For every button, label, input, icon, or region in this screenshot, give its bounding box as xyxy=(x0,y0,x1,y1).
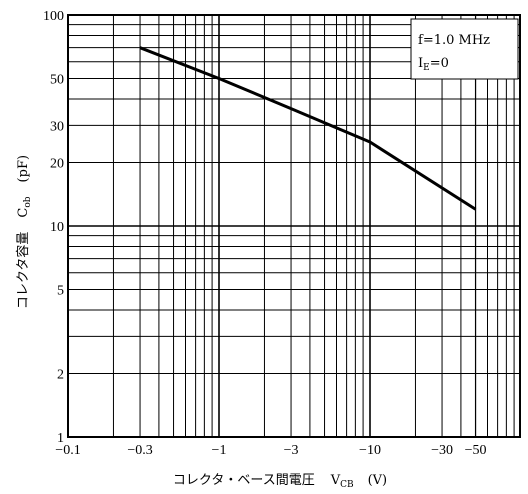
x-axis-subscript: CB xyxy=(340,480,354,490)
condition-frequency-symbol: f xyxy=(418,33,424,48)
x-tick-labels: −0.1 −0.3 −1 −3 −10 −30 −50 xyxy=(55,443,486,458)
series-line xyxy=(139,46,477,211)
y-axis-unit: (pF) xyxy=(16,155,31,183)
y-tick-label: 1 xyxy=(57,431,64,446)
x-tick-label: −30 xyxy=(431,443,453,458)
conditions-box xyxy=(410,18,519,80)
condition-frequency-value: =1.0 MHz xyxy=(423,33,490,48)
x-tick-label: −50 xyxy=(465,443,487,458)
x-tick-label: −0.1 xyxy=(55,443,80,458)
y-tick-label: 100 xyxy=(43,9,64,24)
y-tick-label: 10 xyxy=(50,220,64,235)
y-tick-label: 2 xyxy=(57,367,64,382)
condition-ie-value: =0 xyxy=(430,56,449,71)
y-axis-symbol: C xyxy=(16,208,31,218)
condition-ie-symbol: I xyxy=(418,56,423,71)
x-tick-label: −0.3 xyxy=(127,443,152,458)
condition-frequency: f=1.0 MHz xyxy=(418,33,490,48)
y-tick-label: 30 xyxy=(50,119,64,134)
x-tick-label: −3 xyxy=(284,443,299,458)
x-axis-symbol: V xyxy=(330,473,341,488)
x-tick-label: −1 xyxy=(212,443,227,458)
y-axis-label-text: コレクタ容量 xyxy=(15,232,31,309)
condition-emitter-current: IE=0 xyxy=(418,56,449,73)
x-tick-label: −10 xyxy=(359,443,381,458)
y-axis-subscript: ob xyxy=(23,196,33,207)
x-axis-label: コレクタ・ベース間電圧 VCB (V) xyxy=(173,473,387,490)
series-group xyxy=(139,46,477,211)
y-tick-labels: 1 2 5 10 20 30 50 100 xyxy=(43,9,64,446)
x-axis-label-text: コレクタ・ベース間電圧 xyxy=(173,473,315,488)
y-tick-label: 50 xyxy=(50,73,64,88)
plot-frame xyxy=(67,14,521,438)
y-tick-label: 20 xyxy=(50,156,64,171)
y-tick-label: 5 xyxy=(57,284,64,299)
condition-ie-subscript: E xyxy=(423,63,430,73)
x-axis-unit: (V) xyxy=(368,473,388,488)
y-axis-label: コレクタ容量 Cob (pF) xyxy=(15,155,33,309)
